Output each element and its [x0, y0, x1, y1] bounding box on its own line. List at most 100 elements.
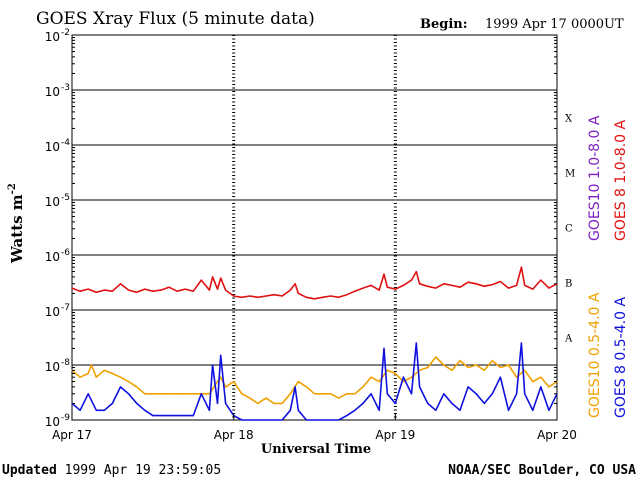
flare-class-c: C: [565, 224, 573, 235]
series-point-2-53: [483, 369, 485, 371]
y-tick-label-6: 10: [45, 360, 60, 374]
series-point-1-41: [378, 289, 380, 291]
series-point-3-40: [370, 393, 372, 395]
series-point-2-29: [289, 393, 291, 395]
series-point-2-10: [144, 393, 146, 395]
series-point-1-13: [176, 290, 178, 292]
flare-class-m: M: [565, 169, 575, 180]
series-point-3-26: [265, 419, 267, 421]
x-axis-ticks: Apr 17 Apr 18 Apr 19 Apr 20: [52, 414, 577, 442]
series-point-1-48: [419, 283, 421, 285]
series-point-1-59: [507, 287, 510, 289]
series-point-1-7: [128, 289, 130, 291]
begin-value: 1999 Apr 17 0000UT: [485, 17, 624, 32]
series-point-2-46: [427, 366, 429, 369]
series-point-1-3: [95, 291, 97, 293]
series-point-1-39: [362, 287, 364, 289]
series-point-1-34: [322, 296, 324, 298]
series-point-3-2: [87, 393, 89, 395]
series-point-1-50: [435, 287, 437, 289]
series-point-2-9: [136, 386, 138, 388]
series-point-1-15: [192, 290, 194, 292]
series-point-2-54: [491, 360, 493, 362]
y-tick-label-5: 10: [45, 305, 60, 319]
series-point-3-31: [297, 409, 299, 411]
series-point-1-56: [483, 285, 485, 287]
series-point-2-31: [305, 386, 307, 388]
series-1: [71, 266, 558, 300]
series-point-3-54: [467, 386, 469, 388]
series-point-1-27: [273, 294, 275, 296]
series-point-1-53: [459, 286, 461, 288]
y-tick-exp-5: -7: [61, 303, 70, 313]
series-point-1-1: [79, 290, 81, 292]
series-point-1-18: [212, 276, 214, 278]
series-point-2-33: [322, 393, 324, 395]
series-point-3-46: [410, 393, 413, 395]
series-point-1-20: [220, 277, 222, 279]
series-point-2-5: [103, 369, 105, 371]
y-tick-label-7: 10: [45, 415, 60, 429]
series-point-1-6: [119, 283, 122, 285]
series-point-2-45: [419, 369, 421, 371]
series-point-3-28: [281, 419, 283, 421]
series-point-1-45: [402, 284, 404, 286]
series-point-3-4: [103, 409, 105, 411]
series-point-2-32: [313, 393, 316, 395]
series-point-2-48: [443, 364, 445, 366]
series-point-1-65: [548, 287, 550, 289]
series-point-1-30: [294, 283, 296, 285]
series-point-1-35: [330, 295, 332, 297]
series-point-3-37: [346, 415, 348, 417]
series-point-3-15: [192, 415, 194, 417]
series-point-1-40: [370, 284, 372, 286]
series-point-2-28: [281, 402, 283, 404]
series-point-3-61: [520, 342, 523, 344]
series-point-1-38: [354, 290, 356, 292]
series-point-3-55: [475, 393, 477, 395]
plot-frame: [71, 34, 558, 421]
series-point-1-10: [152, 290, 154, 292]
series-point-1-28: [281, 295, 283, 297]
series-point-2-1: [79, 376, 81, 378]
series-point-2-25: [257, 402, 259, 404]
legend: GOES10 1.0-8.0 A GOES 8 1.0-8.0 A GOES10 0…: [587, 115, 629, 418]
series-point-2-15: [184, 393, 186, 395]
y-tick-exp-2: -4: [61, 138, 70, 148]
y-tick-exp-6: -8: [61, 358, 70, 368]
series-point-3-65: [548, 409, 550, 411]
series-point-3-44: [394, 402, 396, 404]
series-2: [71, 356, 558, 405]
series-point-3-16: [200, 393, 202, 395]
series-point-2-40: [378, 381, 380, 383]
series-point-1-37: [346, 294, 348, 296]
updated-label: Updated 1999 Apr 19 23:59:05: [2, 463, 221, 478]
y-tick-exp-1: -3: [61, 83, 70, 93]
series-point-2-58: [524, 369, 526, 371]
series-point-3-35: [330, 419, 332, 421]
series-point-2-36: [346, 393, 348, 395]
credit-text: NOAA/SEC Boulder, CO USA: [448, 463, 636, 478]
series-point-2-11: [152, 393, 154, 395]
series-point-3-6: [119, 386, 122, 388]
series-point-1-60: [516, 284, 518, 286]
series-point-2-30: [297, 381, 299, 383]
series-point-3-19: [216, 402, 219, 404]
legend-entry-2: GOES10 0.5-4.0 A: [587, 292, 603, 418]
series-point-3-60: [516, 393, 518, 395]
series-point-2-13: [168, 393, 170, 395]
series-point-3-17: [208, 409, 210, 411]
series-point-2-22: [233, 381, 235, 383]
begin-label: Begin:: [420, 17, 468, 32]
series-point-3-59: [507, 409, 510, 411]
series-point-3-34: [322, 419, 324, 421]
series-line-3: [71, 342, 558, 421]
series-point-1-11: [160, 289, 162, 291]
series-point-3-18: [212, 364, 214, 366]
series-point-2-51: [467, 366, 469, 369]
series-point-1-12: [168, 286, 170, 288]
series-point-3-1: [79, 409, 81, 411]
series-point-3-23: [241, 419, 243, 421]
series-group: [71, 266, 558, 421]
series-point-3-24: [249, 419, 251, 421]
